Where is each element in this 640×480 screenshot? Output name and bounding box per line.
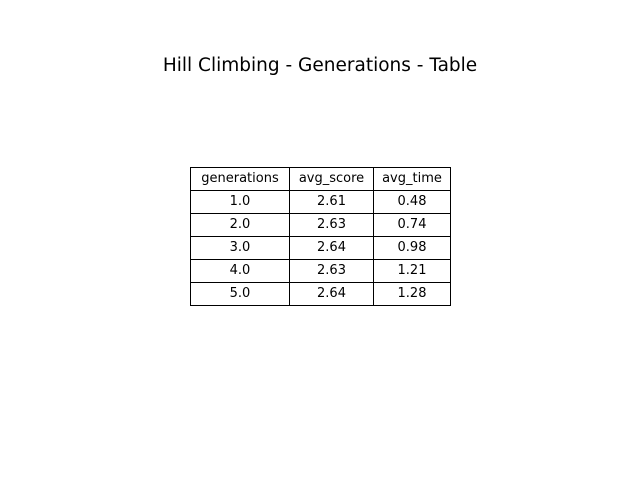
table-row: 2.0 2.63 0.74	[190, 213, 451, 237]
table-cell-avg-time: 0.98	[373, 236, 451, 260]
column-header-generations: generations	[190, 167, 290, 191]
table-row: 3.0 2.64 0.98	[190, 236, 451, 260]
table-cell-generations: 5.0	[190, 282, 290, 306]
table-cell-avg-time: 1.21	[373, 259, 451, 283]
data-table: generations avg_score avg_time 1.0 2.61 0.…	[190, 167, 451, 306]
table-cell-avg-score: 2.63	[289, 259, 374, 283]
table-cell-avg-time: 1.28	[373, 282, 451, 306]
header-row: generations avg_score avg_time	[190, 167, 451, 191]
table-cell-avg-time: 0.48	[373, 190, 451, 214]
table-cell-avg-score: 2.64	[289, 282, 374, 306]
table-cell-generations: 3.0	[190, 236, 290, 260]
table-cell-avg-score: 2.61	[289, 190, 374, 214]
table-row: 4.0 2.63 1.21	[190, 259, 451, 283]
table-cell-generations: 2.0	[190, 213, 290, 237]
table-cell-avg-time: 0.74	[373, 213, 451, 237]
table-cell-avg-score: 2.63	[289, 213, 374, 237]
table-row: 5.0 2.64 1.28	[190, 282, 451, 306]
table-cell-generations: 4.0	[190, 259, 290, 283]
table-row: 1.0 2.61 0.48	[190, 190, 451, 214]
column-header-avg-time: avg_time	[373, 167, 451, 191]
table-cell-generations: 1.0	[190, 190, 290, 214]
table-cell-avg-score: 2.64	[289, 236, 374, 260]
table-body: 1.0 2.61 0.48 2.0 2.63 0.74 3.0 2.64 0.98 4.0 2.63…	[190, 190, 451, 306]
column-header-avg-score: avg_score	[289, 167, 374, 191]
chart-title: Hill Climbing - Generations - Table	[162, 55, 478, 76]
